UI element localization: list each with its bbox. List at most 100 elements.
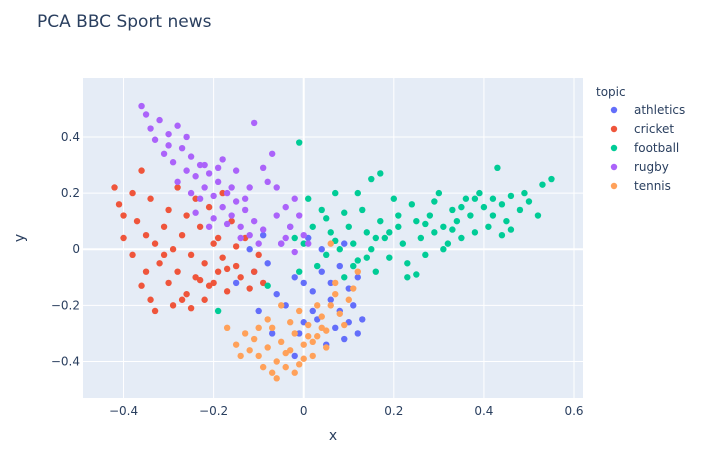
data-point [354,268,361,275]
data-point [359,316,366,323]
data-point [350,240,357,247]
x-tick-label: 0.2 [384,404,403,418]
data-point [309,223,316,230]
data-point [237,223,244,230]
y-tick-label: 0 [72,242,80,256]
data-point [507,192,515,200]
data-point [300,240,307,247]
data-point [336,310,343,317]
data-point [264,178,271,186]
data-point [277,302,285,309]
data-point [259,164,267,172]
data-point [111,184,118,191]
data-point [350,285,357,292]
data-point [214,268,222,275]
data-point [156,260,163,267]
data-point [300,341,307,348]
data-point [255,251,262,259]
data-point [246,347,253,354]
data-point [462,195,470,202]
x-tick-label: 0.6 [564,404,583,418]
data-point [232,279,240,287]
data-point [255,307,262,315]
data-point [250,119,258,127]
data-point [273,184,280,191]
data-point [232,167,240,174]
data-point [219,189,226,197]
data-point [390,195,398,202]
data-point [232,198,240,205]
data-point [232,262,240,270]
data-point [183,290,190,298]
data-point [359,206,366,214]
data-point [386,254,393,261]
data-point [467,212,474,219]
data-point [521,189,528,197]
data-point [273,212,280,219]
data-point [494,164,501,172]
data-point [404,260,411,267]
data-point [372,268,379,275]
data-point [178,296,186,303]
data-point [192,173,199,180]
data-point [196,161,204,169]
legend-item-athletics[interactable]: athletics [634,103,685,117]
data-point [129,189,136,197]
x-axis-label: x [329,428,337,444]
data-point [246,184,253,191]
data-point [296,139,303,146]
legend-item-cricket[interactable]: cricket [634,122,674,136]
legend-item-rugby[interactable]: rugby [634,160,669,174]
data-point [516,206,524,214]
data-point [255,240,262,247]
legend-marker [610,125,618,133]
data-point [296,268,303,275]
data-point [201,184,208,191]
data-point [291,352,298,360]
data-point [142,268,150,275]
data-point [381,234,389,242]
data-point [196,223,204,230]
data-point [399,240,407,247]
data-point [268,150,276,157]
data-point [214,178,222,186]
data-point [246,246,253,253]
legend-item-tennis[interactable]: tennis [634,179,671,193]
data-point [332,279,339,287]
data-point [228,184,235,191]
data-point [291,248,298,256]
data-point [327,302,334,309]
data-point [323,251,330,259]
data-point [300,355,307,362]
data-point [237,234,244,242]
data-point [404,274,411,281]
data-point [449,206,456,214]
data-point [250,217,258,225]
data-point [255,324,262,332]
x-tick-label: −0.4 [109,404,138,418]
data-point [201,296,208,303]
data-point [341,321,348,329]
data-point [223,324,231,332]
series-rugby [138,102,312,256]
data-point [250,335,258,343]
data-point [287,223,294,230]
y-tick-label: 0.4 [61,130,80,144]
data-point [160,223,168,230]
data-point [431,229,438,236]
data-point [160,150,168,157]
legend-marker [610,106,618,114]
data-point [120,212,127,219]
data-point [192,195,199,202]
data-point [273,375,280,382]
data-point [169,246,177,253]
data-point [318,268,325,275]
data-point [332,290,339,298]
legend: topic athletics cricket football rugby tenni… [596,85,685,193]
data-point [422,251,429,259]
data-point [120,234,127,242]
data-point [178,231,186,239]
legend-item-football[interactable]: football [634,141,679,155]
data-point [300,231,307,239]
data-point [138,282,145,289]
